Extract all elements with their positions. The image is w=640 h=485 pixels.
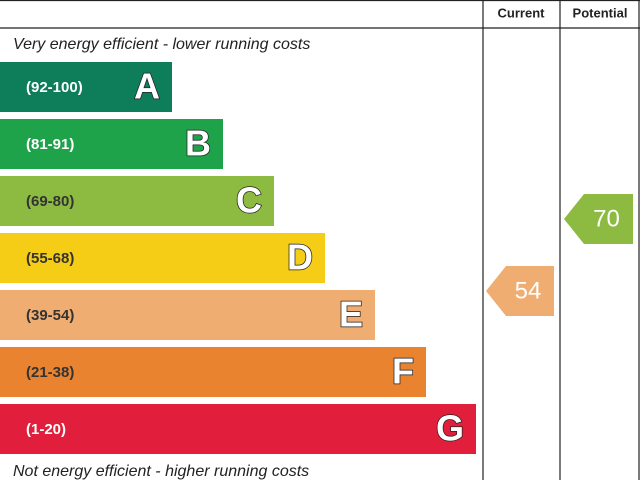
band-bar <box>0 119 223 169</box>
band-letter: D <box>287 237 313 278</box>
band-range: (21-38) <box>26 364 74 381</box>
band-range: (39-54) <box>26 307 74 324</box>
band-range: (81-91) <box>26 136 74 153</box>
band-letter: G <box>436 408 464 449</box>
band-letter: B <box>185 123 211 164</box>
potential-arrow <box>564 194 633 244</box>
band-bar <box>0 62 172 112</box>
band-range: (92-100) <box>26 79 83 96</box>
current-arrow <box>486 266 554 316</box>
band-range: (55-68) <box>26 250 74 267</box>
band-bar <box>0 176 274 226</box>
band-range: (69-80) <box>26 193 74 210</box>
band-bar <box>0 404 476 454</box>
potential-header: Potential <box>573 5 628 20</box>
band-range: (1-20) <box>26 421 66 438</box>
band-letter: C <box>236 180 262 221</box>
band-bar <box>0 347 426 397</box>
band-bar <box>0 233 325 283</box>
current-header: Current <box>498 5 546 20</box>
band-bar <box>0 290 375 340</box>
potential-value: 70 <box>593 205 620 232</box>
current-value: 54 <box>515 277 542 304</box>
band-letter: A <box>134 66 160 107</box>
band-letter: E <box>339 294 363 335</box>
band-letter: F <box>392 351 414 392</box>
bottom-label: Not energy efficient - higher running co… <box>13 463 309 480</box>
top-label: Very energy efficient - lower running co… <box>13 36 310 53</box>
